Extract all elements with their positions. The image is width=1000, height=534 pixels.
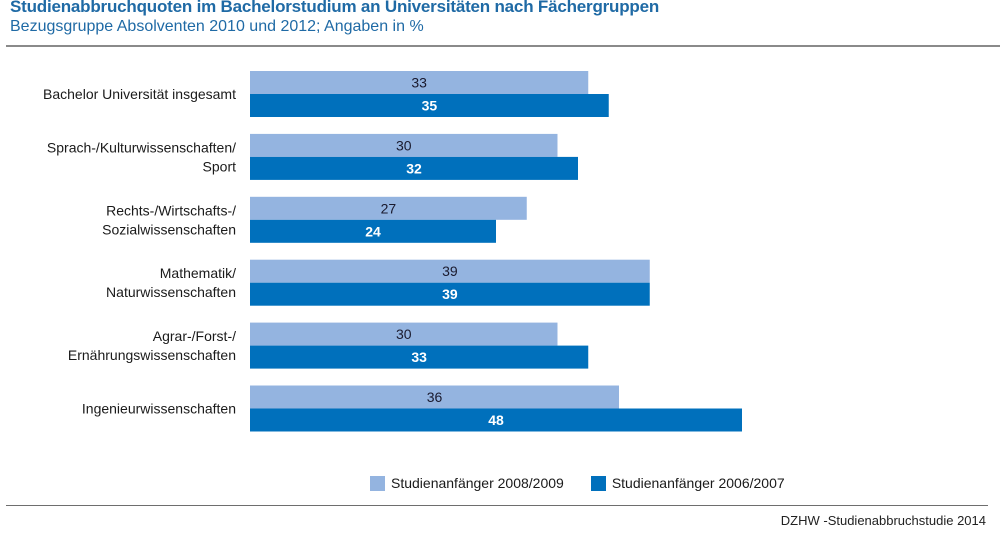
data-label: 32 [406, 160, 422, 176]
bar-2006-2007 [250, 282, 650, 306]
bar-2006-2007 [250, 408, 742, 432]
chart-title: Studienabbruchquoten im Bachelorstudium … [10, 0, 660, 16]
category-label: Bachelor Universität insgesamt [43, 86, 236, 102]
data-label: 33 [411, 75, 427, 91]
data-label: 39 [442, 263, 458, 279]
data-label: 24 [365, 223, 381, 239]
data-label: 30 [396, 137, 412, 153]
legend-label: Studienanfänger 2006/2007 [611, 475, 785, 491]
source-note: DZHW -Studienabbruchstudie 2014 [780, 513, 986, 528]
data-label: 36 [427, 389, 443, 405]
category-label: Agrar-/Forst-/ [153, 328, 236, 344]
data-label: 48 [488, 412, 504, 428]
data-label: 30 [396, 326, 412, 342]
bar-2006-2007 [250, 219, 496, 243]
data-label: 27 [381, 200, 397, 216]
legend-swatch-dark [590, 475, 606, 491]
bar-2006-2007 [250, 94, 609, 117]
bar-2008-2009 [250, 385, 619, 409]
category-label: Sozialwissenschaften [102, 221, 236, 237]
bar-2008-2009 [250, 322, 558, 346]
category-label: Ingenieurwissenschaften [82, 401, 236, 417]
chart-subtitle: Bezugsgruppe Absolventen 2010 und 2012; … [10, 18, 424, 35]
category-label: Sport [203, 158, 237, 174]
data-label: 33 [411, 349, 427, 365]
category-label: Mathematik/ [160, 265, 236, 281]
footer-divider [6, 505, 988, 506]
bar-2006-2007 [250, 345, 589, 369]
category-label: Rechts-/Wirtschafts-/ [106, 202, 236, 218]
legend-item-2006-2007: Studienanfänger 2006/2007 [590, 475, 785, 491]
legend-label: Studienanfänger 2008/2009 [391, 475, 564, 491]
header-divider [6, 45, 1000, 47]
bar-2008-2009 [250, 259, 650, 283]
category-label: Sprach-/Kulturwissenschaften/ [47, 139, 236, 155]
legend-item-2008-2009: Studienanfänger 2008/2009 [370, 475, 564, 491]
bar-2008-2009 [250, 196, 527, 220]
category-label: Naturwissenschaften [106, 284, 236, 300]
legend: Studienanfänger 2008/2009 Studienanfänge… [370, 475, 812, 491]
legend-swatch-light [370, 475, 385, 491]
bar-2008-2009 [250, 71, 589, 94]
category-label: Ernährungswissenschaften [68, 347, 236, 363]
data-label: 39 [442, 286, 458, 302]
bar-2008-2009 [250, 133, 558, 157]
data-label: 35 [422, 98, 438, 114]
bar-2006-2007 [250, 156, 578, 180]
